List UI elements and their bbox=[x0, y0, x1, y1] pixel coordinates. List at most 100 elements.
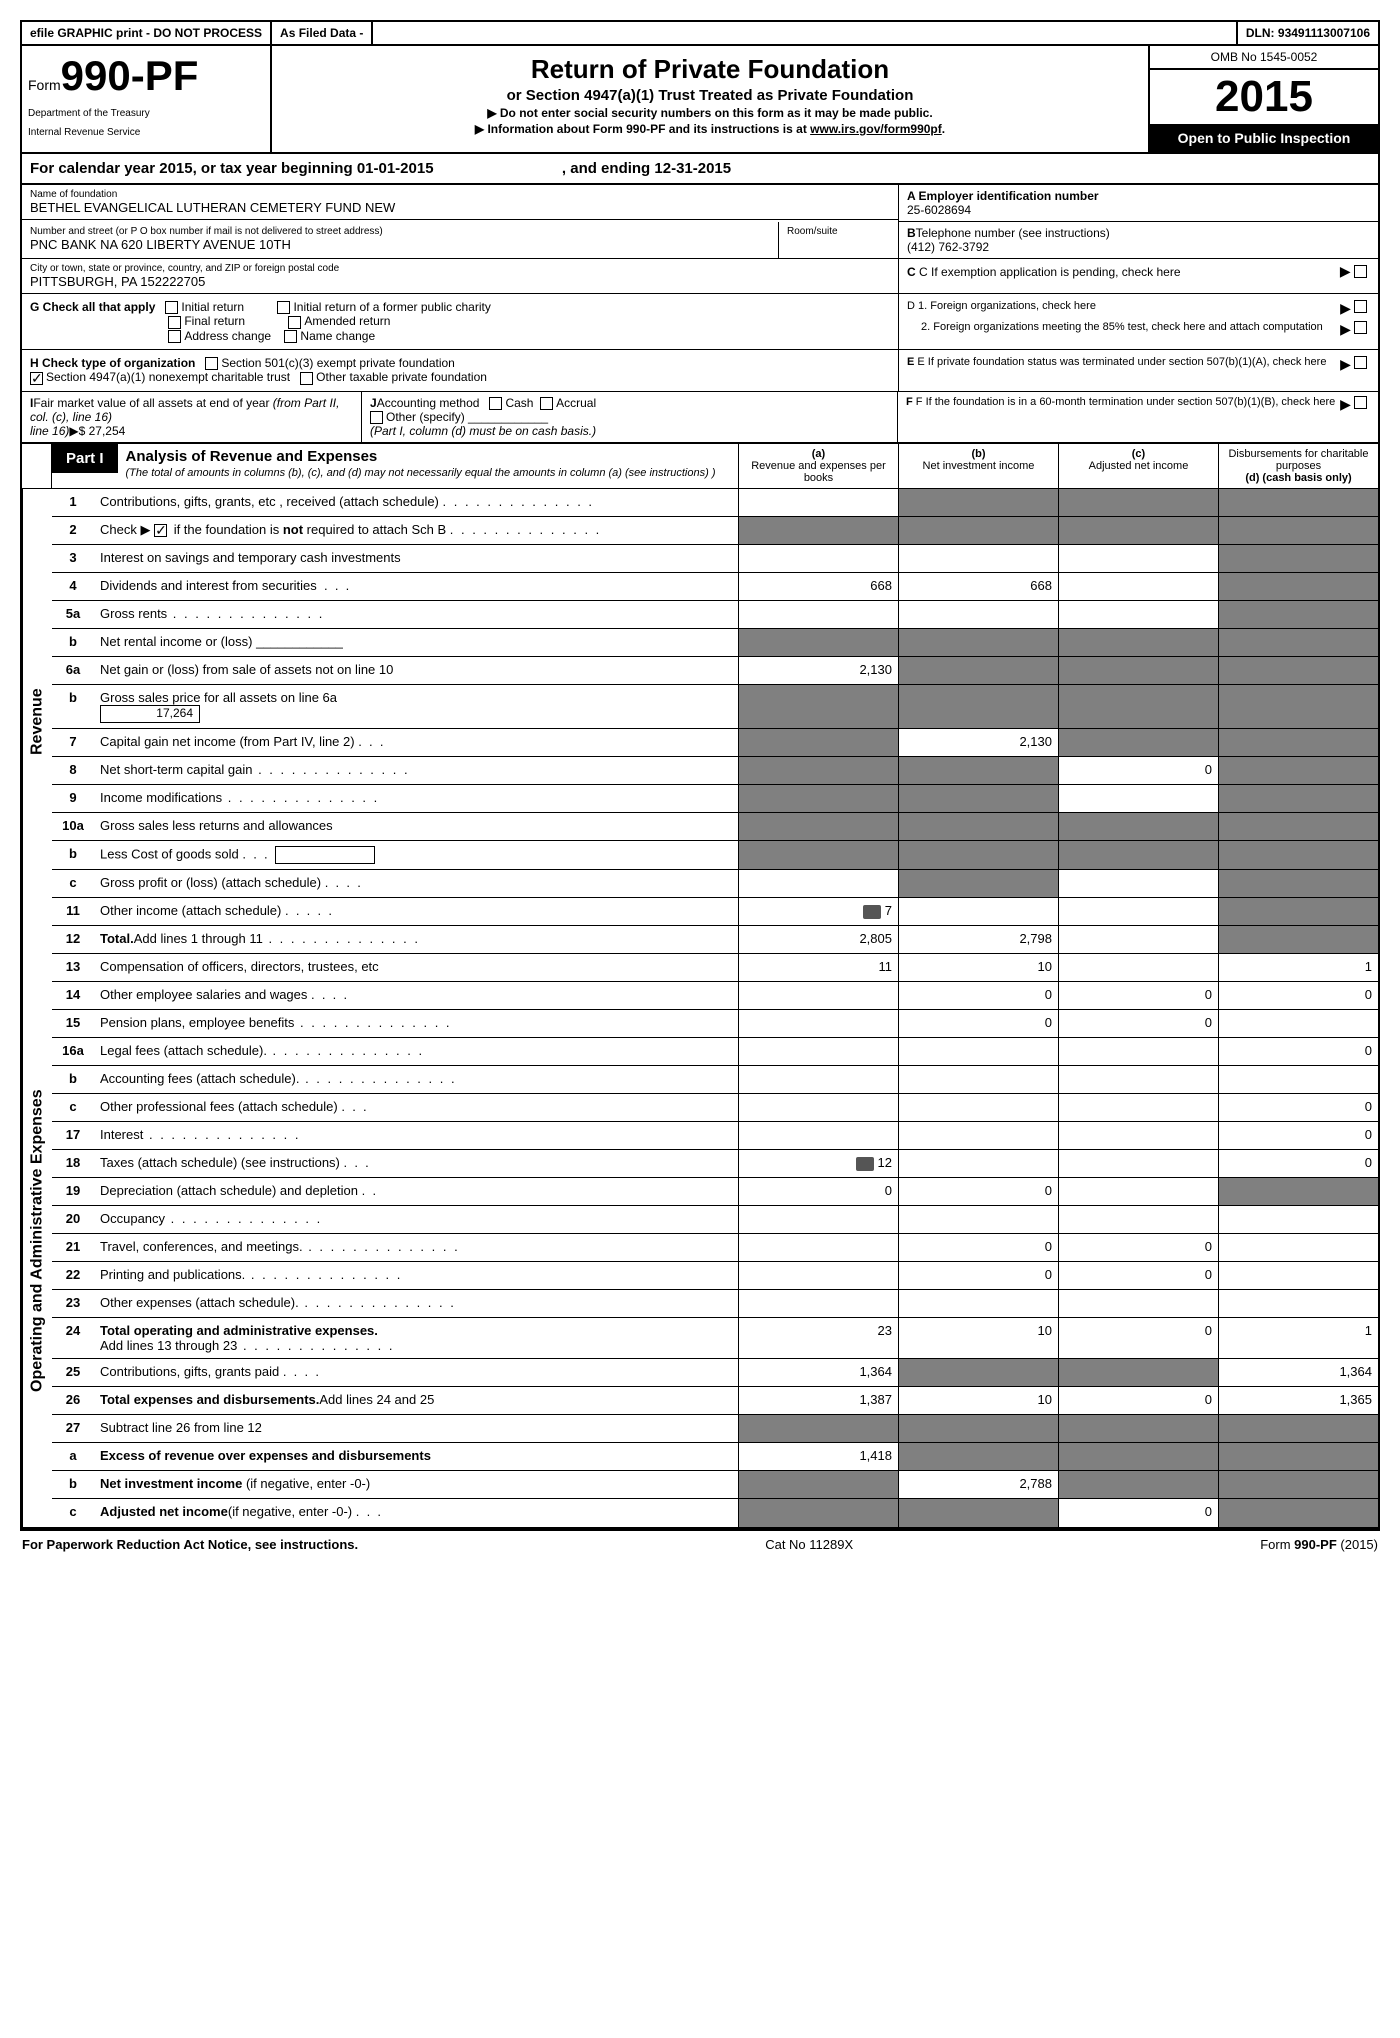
expenses-label: Operating and Administrative Expenses bbox=[22, 954, 52, 1527]
telephone: BTelephone number (see instructions) (41… bbox=[899, 222, 1378, 259]
row-16a: 16aLegal fees (attach schedule).0 bbox=[52, 1038, 1378, 1066]
top-bar: efile GRAPHIC print - DO NOT PROCESS As … bbox=[20, 20, 1380, 46]
street-address: Number and street (or P O box number if … bbox=[22, 222, 778, 259]
row-10a: 10aGross sales less returns and allowanc… bbox=[52, 813, 1378, 841]
attach-icon[interactable] bbox=[856, 1157, 874, 1171]
room-suite: Room/suite bbox=[778, 222, 898, 259]
instr-info: ▶ Information about Form 990-PF and its … bbox=[278, 122, 1142, 136]
checkbox-initial-former[interactable] bbox=[277, 301, 290, 314]
checkbox-schb[interactable] bbox=[154, 524, 167, 537]
revenue-section: Revenue 1Contributions, gifts, grants, e… bbox=[20, 489, 1380, 954]
row-23: 23Other expenses (attach schedule). bbox=[52, 1290, 1378, 1318]
form-title: Return of Private Foundation bbox=[278, 54, 1142, 85]
row-7: 7Capital gain net income (from Part IV, … bbox=[52, 729, 1378, 757]
row-26: 26Total expenses and disbursements.Add l… bbox=[52, 1387, 1378, 1415]
instr-ssn: ▶ Do not enter social security numbers o… bbox=[278, 106, 1142, 120]
row-13: 13Compensation of officers, directors, t… bbox=[52, 954, 1378, 982]
arrow-icon: ▶ bbox=[1340, 263, 1351, 280]
box-6b: 17,264 bbox=[100, 705, 200, 723]
spacer bbox=[373, 22, 1237, 44]
info-addr-tel: Number and street (or P O box number if … bbox=[20, 222, 1380, 259]
row-16b: bAccounting fees (attach schedule). bbox=[52, 1066, 1378, 1094]
footer-cat: Cat No 11289X bbox=[765, 1537, 853, 1552]
form-990pf: efile GRAPHIC print - DO NOT PROCESS As … bbox=[0, 0, 1400, 1578]
checkbox-c[interactable] bbox=[1354, 265, 1367, 278]
form-number: Form990-PF bbox=[28, 52, 264, 100]
as-filed: As Filed Data - bbox=[272, 22, 373, 44]
row-5a: 5aGross rents bbox=[52, 601, 1378, 629]
part1-header: Part I Analysis of Revenue and Expenses … bbox=[20, 444, 1380, 489]
row-16c: cOther professional fees (attach schedul… bbox=[52, 1094, 1378, 1122]
tax-year: 2015 bbox=[1150, 70, 1378, 124]
row-27c: cAdjusted net income(if negative, enter … bbox=[52, 1499, 1378, 1527]
checkbox-amended[interactable] bbox=[288, 316, 301, 329]
dept-irs: Internal Revenue Service bbox=[28, 127, 264, 138]
row-6a: 6aNet gain or (loss) from sale of assets… bbox=[52, 657, 1378, 685]
dept-treasury: Department of the Treasury bbox=[28, 108, 264, 119]
checkbox-e[interactable] bbox=[1354, 356, 1367, 369]
col-d-head: Disbursements for charitable purposes(d)… bbox=[1218, 444, 1378, 488]
checkbox-501c3[interactable] bbox=[205, 357, 218, 370]
row-27b: bNet investment income (if negative, ent… bbox=[52, 1471, 1378, 1499]
col-b-head: (b)Net investment income bbox=[898, 444, 1058, 488]
row-14: 14Other employee salaries and wages . . … bbox=[52, 982, 1378, 1010]
form-header: Form990-PF Department of the Treasury In… bbox=[20, 46, 1380, 154]
info-city-c: City or town, state or province, country… bbox=[20, 259, 1380, 294]
checkbox-name[interactable] bbox=[284, 330, 297, 343]
checkbox-address[interactable] bbox=[168, 330, 181, 343]
attach-icon[interactable] bbox=[863, 905, 881, 919]
checkbox-f[interactable] bbox=[1354, 396, 1367, 409]
row-10b: bLess Cost of goods sold . . . bbox=[52, 841, 1378, 870]
section-j: JAccounting method Cash Accrual Other (s… bbox=[362, 392, 898, 443]
header-right: OMB No 1545-0052 2015 Open to Public Ins… bbox=[1148, 46, 1378, 152]
checkbox-d1[interactable] bbox=[1354, 300, 1367, 313]
omb-number: OMB No 1545-0052 bbox=[1150, 46, 1378, 70]
section-h: H Check type of organization Section 501… bbox=[22, 350, 898, 391]
row-25: 25Contributions, gifts, grants paid . . … bbox=[52, 1359, 1378, 1387]
section-ijf: IFair market value of all assets at end … bbox=[20, 392, 1380, 445]
header-center: Return of Private Foundation or Section … bbox=[272, 46, 1148, 152]
row-6b: bGross sales price for all assets on lin… bbox=[52, 685, 1378, 729]
efile-notice: efile GRAPHIC print - DO NOT PROCESS bbox=[22, 22, 272, 44]
section-i: IFair market value of all assets at end … bbox=[22, 392, 362, 443]
row-20: 20Occupancy bbox=[52, 1206, 1378, 1234]
row-1: 1Contributions, gifts, grants, etc , rec… bbox=[52, 489, 1378, 517]
row-24: 24Total operating and administrative exp… bbox=[52, 1318, 1378, 1359]
row-2: 2Check ▶ if the foundation is not requir… bbox=[52, 517, 1378, 545]
row-21: 21Travel, conferences, and meetings.00 bbox=[52, 1234, 1378, 1262]
row-3: 3Interest on savings and temporary cash … bbox=[52, 545, 1378, 573]
section-e: E E If private foundation status was ter… bbox=[898, 350, 1378, 391]
row-27: 27Subtract line 26 from line 12 bbox=[52, 1415, 1378, 1443]
ein: A Employer identification number 25-6028… bbox=[899, 185, 1378, 222]
checkbox-d2[interactable] bbox=[1354, 321, 1367, 334]
checkbox-final[interactable] bbox=[168, 316, 181, 329]
col-c-head: (c)Adjusted net income bbox=[1058, 444, 1218, 488]
part1-desc: Analysis of Revenue and Expenses (The to… bbox=[118, 444, 738, 488]
section-h-e: H Check type of organization Section 501… bbox=[20, 350, 1380, 392]
row-9: 9Income modifications bbox=[52, 785, 1378, 813]
checkbox-accrual[interactable] bbox=[540, 397, 553, 410]
row-8: 8Net short-term capital gain0 bbox=[52, 757, 1378, 785]
checkbox-other-acct[interactable] bbox=[370, 411, 383, 424]
footer-left: For Paperwork Reduction Act Notice, see … bbox=[22, 1537, 358, 1552]
section-d: D 1. Foreign organizations, check here▶ … bbox=[898, 294, 1378, 349]
row-4: 4Dividends and interest from securities … bbox=[52, 573, 1378, 601]
row-11: 11Other income (attach schedule) . . . .… bbox=[52, 898, 1378, 926]
checkbox-4947[interactable] bbox=[30, 372, 43, 385]
box-10b bbox=[275, 846, 375, 864]
page-footer: For Paperwork Reduction Act Notice, see … bbox=[20, 1529, 1380, 1558]
expenses-section: Operating and Administrative Expenses 13… bbox=[20, 954, 1380, 1529]
row-5b: bNet rental income or (loss) ___________… bbox=[52, 629, 1378, 657]
row-12: 12Total.Add lines 1 through 112,8052,798 bbox=[52, 926, 1378, 954]
checkbox-initial[interactable] bbox=[165, 301, 178, 314]
checkbox-other-tax[interactable] bbox=[300, 372, 313, 385]
c-exemption: C C If exemption application is pending,… bbox=[899, 259, 1378, 284]
row-22: 22Printing and publications.00 bbox=[52, 1262, 1378, 1290]
row-27a: aExcess of revenue over expenses and dis… bbox=[52, 1443, 1378, 1471]
checkbox-cash[interactable] bbox=[489, 397, 502, 410]
row-17: 17Interest0 bbox=[52, 1122, 1378, 1150]
revenue-label: Revenue bbox=[22, 489, 52, 954]
open-public: Open to Public Inspection bbox=[1150, 124, 1378, 152]
foundation-name: Name of foundation BETHEL EVANGELICAL LU… bbox=[22, 185, 898, 220]
part1-label: Part I bbox=[52, 444, 118, 473]
